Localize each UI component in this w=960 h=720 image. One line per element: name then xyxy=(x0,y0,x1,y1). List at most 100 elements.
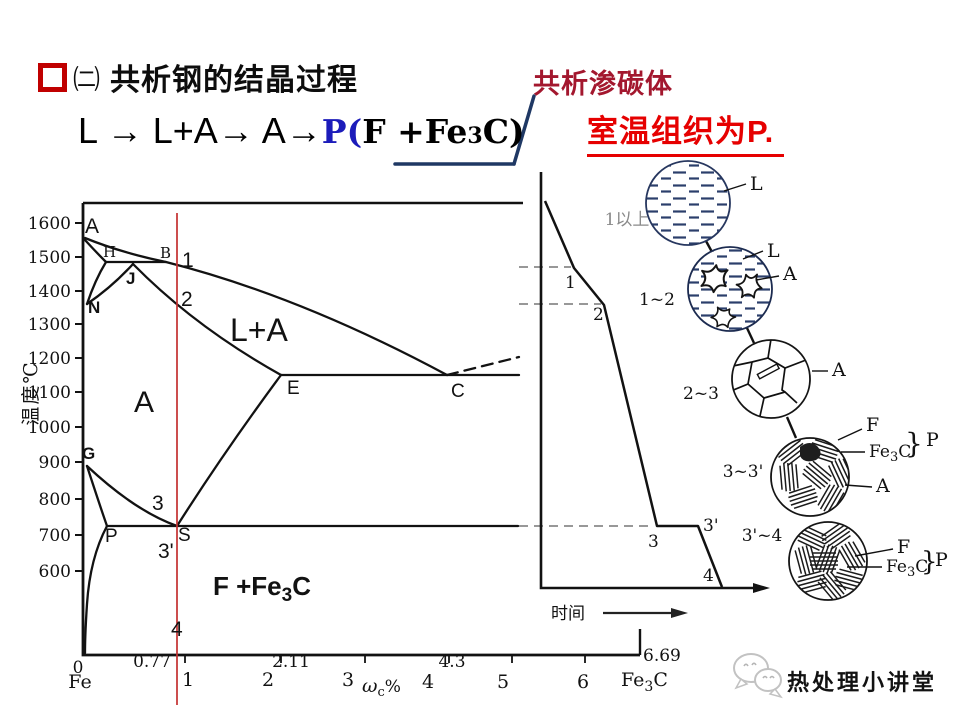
microstructure-column: L L A A F Fe3C } P A F Fe3C } P 1以上 1~2 … xyxy=(605,160,948,601)
point-j: J xyxy=(126,269,135,288)
cool-stage-2: 2 xyxy=(593,305,604,325)
point-e: E xyxy=(287,378,300,399)
y-tick-label: 1300 xyxy=(28,315,71,335)
label-cementite-c5: Fe3C xyxy=(886,557,928,580)
section-mark: ㈡ xyxy=(73,64,100,95)
stage-2: 2 xyxy=(181,288,193,311)
solidus-ah xyxy=(83,238,108,264)
cool-stage-1: 1 xyxy=(565,273,576,293)
x-scale-3: 3 xyxy=(342,669,354,691)
time-arrowhead xyxy=(671,608,688,618)
y-tick-labels: 1600 1500 1400 1300 1200 1100 1000 900 8… xyxy=(28,214,71,582)
x-scale-fe: Fe xyxy=(68,671,91,693)
gp-line xyxy=(85,464,109,528)
stage-4: 4 xyxy=(171,618,183,641)
phase-axes xyxy=(81,201,642,657)
region-ferrite-cementite: F +Fe3C xyxy=(213,571,311,606)
cooling-axes xyxy=(539,172,753,590)
label-ferrite-c5: F xyxy=(897,536,910,558)
y-tick-label: 600 xyxy=(39,562,71,582)
micro-phase-labels: L L A A F Fe3C } P A F Fe3C } P xyxy=(750,173,948,580)
label-pearlite-c4: P xyxy=(926,429,939,451)
cool-stage-3prime: 3' xyxy=(703,516,719,536)
formula-sequence: L → L+A→ A→ xyxy=(78,110,322,151)
label-austenite-c2: A xyxy=(782,263,797,285)
x-value-211: 2.11 xyxy=(272,652,310,672)
region-liquid-austenite: L+A xyxy=(230,312,288,348)
stage-3: 3 xyxy=(152,492,164,515)
y-tick-label: 900 xyxy=(39,453,71,473)
y-tick-label: 700 xyxy=(39,526,71,546)
point-b: B xyxy=(160,244,171,262)
formula-subscript: 3 xyxy=(467,123,483,149)
y-tick-label: 800 xyxy=(39,490,71,510)
point-n: N xyxy=(88,298,100,317)
x-value-0: 0 xyxy=(73,658,84,678)
callout-connector-line xyxy=(393,94,536,166)
stage-3prime: 3' xyxy=(158,540,174,563)
nj-line xyxy=(85,262,135,306)
tie-dashed-lines xyxy=(519,266,653,527)
liquidus-dashed-extension xyxy=(445,355,521,377)
wechat-icon xyxy=(733,653,783,699)
point-p: P xyxy=(105,526,118,547)
phase-point-labels: A H B J N G P S E C xyxy=(82,215,465,547)
point-c: C xyxy=(451,381,465,402)
x-axis-scale-labels: Fe 1 2 3 4 5 6 Fe3C xyxy=(68,669,668,695)
phase-boundaries xyxy=(83,236,521,655)
micro-circle-austenite xyxy=(731,339,811,419)
austenite-grain-boundaries xyxy=(732,340,807,417)
y-tick-label: 1200 xyxy=(28,349,71,369)
watermark-text: 热处理小讲堂 xyxy=(787,670,937,695)
x-scale-6: 6 xyxy=(577,671,589,693)
phase-stage-labels: 1 2 3 3' 4 xyxy=(152,249,194,641)
transformation-formula: L → L+A→ A→ P( F +Fe 3 C) xyxy=(78,110,525,152)
y-tick-label: 1400 xyxy=(28,282,71,302)
formula-ferrite-cementite: F +Fe xyxy=(362,112,468,151)
x-scale-fe3c: Fe3C xyxy=(621,669,668,695)
x-scale-1: 1 xyxy=(182,669,194,691)
point-s: S xyxy=(178,525,191,546)
micro-row-labels: 1以上 1~2 2~3 3~3' 3'~4 xyxy=(605,210,783,546)
row-label-3p-4: 3'~4 xyxy=(742,526,783,546)
y-tick-label: 1600 xyxy=(28,214,71,234)
cooling-curve-line xyxy=(543,200,724,588)
row-label-above-1: 1以上 xyxy=(605,210,650,230)
x-value-077: 0.77 xyxy=(133,652,171,672)
label-cementite-c4: Fe3C xyxy=(869,442,911,465)
label-liquid-c2: L xyxy=(767,240,780,262)
y-tick-label: 1000 xyxy=(28,418,71,438)
x-axis-value-labels: 0 0.77 2.11 4.3 6.69 xyxy=(73,646,681,678)
red-square-bullet-icon xyxy=(38,62,67,92)
cool-stage-4: 4 xyxy=(703,566,714,586)
phase-region-labels: L+A A F +Fe3C xyxy=(134,312,311,606)
label-austenite-c4: A xyxy=(875,475,890,497)
je-solidus xyxy=(131,262,283,377)
es-acm-line xyxy=(175,373,283,528)
y-tick-label: 1100 xyxy=(28,383,71,403)
nh-line xyxy=(85,260,108,306)
x-axis-title: ωc% xyxy=(362,675,401,700)
row-label-1-2: 1~2 xyxy=(639,290,675,310)
point-h: H xyxy=(103,243,116,261)
x-scale-5: 5 xyxy=(497,671,509,693)
x-scale-2: 2 xyxy=(262,669,274,691)
room-temperature-note: 室温组织为P. xyxy=(587,106,785,157)
x-axis-ticks xyxy=(184,655,586,663)
region-austenite: A xyxy=(134,386,154,419)
x-value-669: 6.69 xyxy=(643,646,681,666)
page-title: 共析钢的结晶过程 xyxy=(110,64,358,97)
y-tick-label: 1500 xyxy=(28,248,71,268)
phase-diagram: 1600 1500 1400 1300 1200 1100 1000 900 8… xyxy=(20,201,681,705)
formula-pearlite-open: P( xyxy=(321,112,363,151)
formula-tail: C) xyxy=(482,112,525,151)
cooling-curve: 1 2 3 3' 4 时间 xyxy=(539,172,770,624)
label-liquid-c1: L xyxy=(750,173,763,195)
micro-leader-lines xyxy=(723,183,894,568)
dark-colony-blob xyxy=(800,443,821,462)
brace-c4: } xyxy=(905,427,923,460)
watermark: 热处理小讲堂 xyxy=(733,653,937,699)
y-axis-ticks xyxy=(75,222,83,572)
